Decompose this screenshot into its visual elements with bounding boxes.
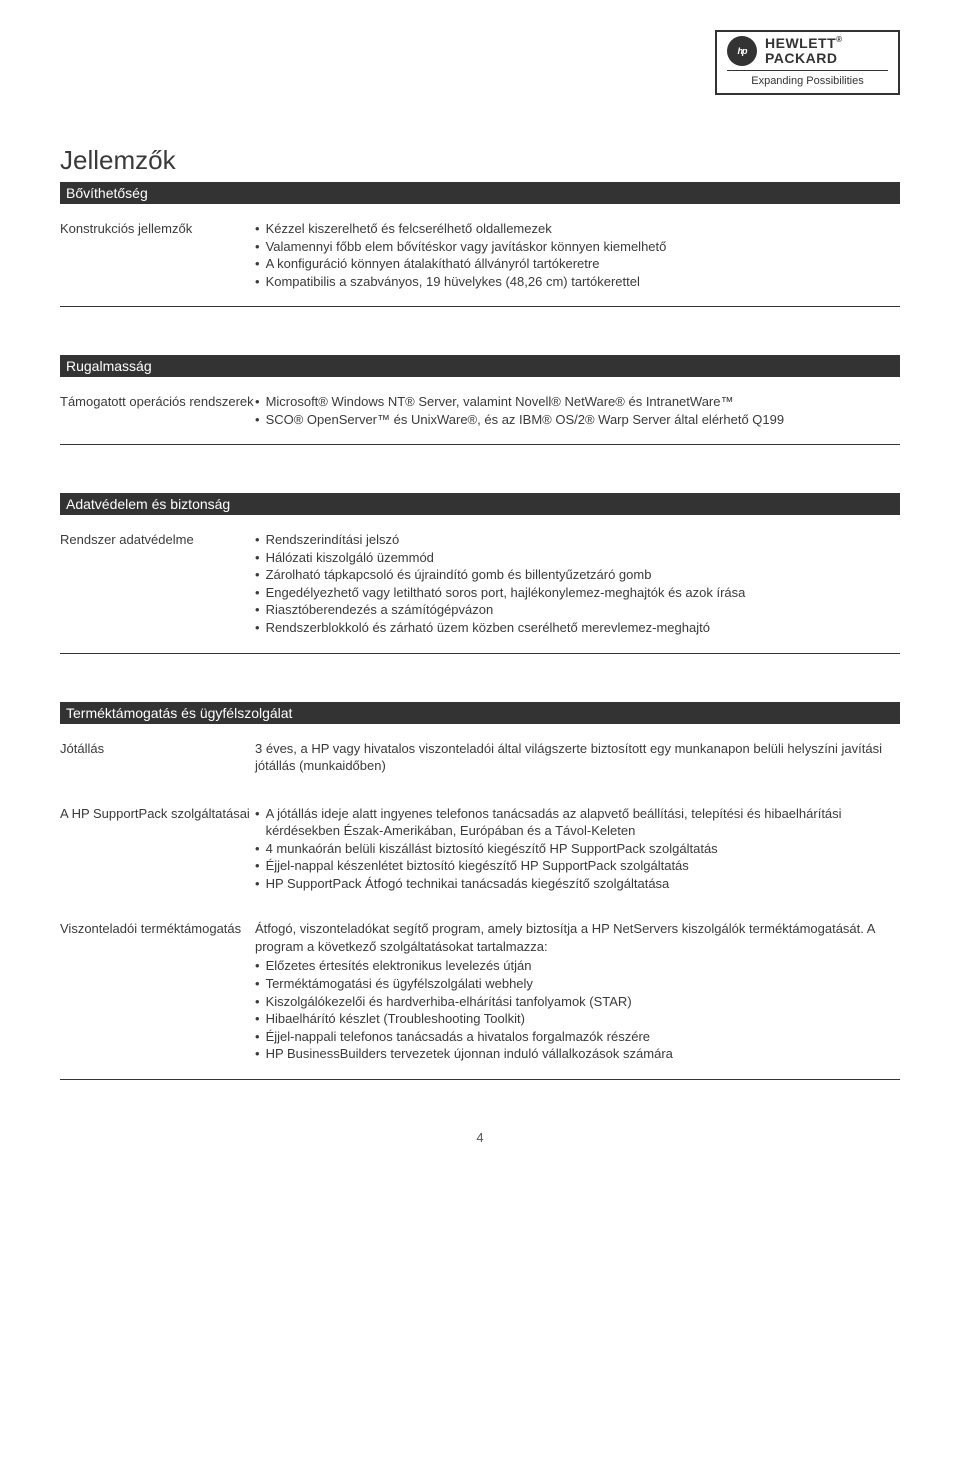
spec-bullet: 4 munkaórán belüli kiszállást biztosító …	[255, 840, 900, 858]
spec-value: 3 éves, a HP vagy hivatalos viszonteladó…	[255, 740, 900, 777]
spec-row: Jótállás3 éves, a HP vagy hivatalos visz…	[60, 734, 900, 793]
spec-bullet: Microsoft® Windows NT® Server, valamint …	[255, 393, 900, 411]
spec-bullet: A konfiguráció könnyen átalakítható állv…	[255, 255, 900, 273]
spec-label: Konstrukciós jellemzők	[60, 220, 255, 238]
spec-label: Viszonteladói terméktámogatás	[60, 920, 255, 938]
spec-value: A jótállás ideje alatt ingyenes telefono…	[255, 805, 900, 893]
spec-bullet: Riasztóberendezés a számítógépvázon	[255, 601, 900, 619]
spec-bullet: HP SupportPack Átfogó technikai tanácsad…	[255, 875, 900, 893]
spec-row: Viszonteladói terméktámogatásÁtfogó, vis…	[60, 914, 900, 1079]
spec-value: Átfogó, viszonteladókat segítő program, …	[255, 920, 900, 1062]
spec-label: A HP SupportPack szolgáltatásai	[60, 805, 255, 823]
spec-bullet: A jótállás ideje alatt ingyenes telefono…	[255, 805, 900, 840]
spec-label: Jótállás	[60, 740, 255, 758]
spec-row: Konstrukciós jellemzőkKézzel kiszerelhet…	[60, 214, 900, 307]
spec-bullet: Kiszolgálókezelői és hardverhiba-elhárít…	[255, 993, 900, 1011]
spec-value: Rendszerindítási jelszóHálózati kiszolgá…	[255, 531, 900, 636]
logo-area: hp HEWLETT® PACKARD Expanding Possibilit…	[60, 30, 900, 95]
spec-bullet: Rendszerindítási jelszó	[255, 531, 900, 549]
spec-bullet: Éjjel-nappal készenlétet biztosító kiegé…	[255, 857, 900, 875]
spec-bullet: HP BusinessBuilders tervezetek újonnan i…	[255, 1045, 900, 1063]
spec-row: Támogatott operációs rendszerekMicrosoft…	[60, 387, 900, 445]
spec-value: Microsoft® Windows NT® Server, valamint …	[255, 393, 900, 428]
page-title: Jellemzők	[60, 145, 900, 176]
spec-bullet: Kézzel kiszerelhető és felcserélhető old…	[255, 220, 900, 238]
spec-text: 3 éves, a HP vagy hivatalos viszonteladó…	[255, 740, 900, 775]
section-header: Rugalmasság	[60, 355, 900, 377]
brand-bottom: PACKARD	[765, 50, 837, 66]
spec-row: A HP SupportPack szolgáltatásaiA jótállá…	[60, 799, 900, 909]
spec-bullet: Rendszerblokkoló és zárható üzem közben …	[255, 619, 900, 637]
hp-circle-icon: hp	[727, 36, 757, 66]
section-header: Adatvédelem és biztonság	[60, 493, 900, 515]
spec-bullet: Hibaelhárító készlet (Troubleshooting To…	[255, 1010, 900, 1028]
spec-bullet: Engedélyezhető vagy letiltható soros por…	[255, 584, 900, 602]
spec-bullet: Hálózati kiszolgáló üzemmód	[255, 549, 900, 567]
spec-value: Kézzel kiszerelhető és felcserélhető old…	[255, 220, 900, 290]
spec-label: Támogatott operációs rendszerek	[60, 393, 255, 411]
spec-row: Rendszer adatvédelmeRendszerindítási jel…	[60, 525, 900, 653]
page-number: 4	[60, 1130, 900, 1145]
section-header: Terméktámogatás és ügyfélszolgálat	[60, 702, 900, 724]
spec-bullet: Előzetes értesítés elektronikus levelezé…	[255, 957, 900, 975]
section-header: Bővíthetőség	[60, 182, 900, 204]
brand-top: HEWLETT	[765, 35, 836, 51]
spec-bullet: SCO® OpenServer™ és UnixWare®, és az IBM…	[255, 411, 900, 429]
spec-bullet: Kompatibilis a szabványos, 19 hüvelykes …	[255, 273, 900, 291]
spec-bullet: Valamennyi főbb elem bővítéskor vagy jav…	[255, 238, 900, 256]
spec-bullet: Zárolható tápkapcsoló és újraindító gomb…	[255, 566, 900, 584]
page: hp HEWLETT® PACKARD Expanding Possibilit…	[0, 0, 960, 1185]
spec-bullet: Terméktámogatási és ügyfélszolgálati web…	[255, 975, 900, 993]
logo-tagline: Expanding Possibilities	[727, 75, 888, 87]
spec-text: Átfogó, viszonteladókat segítő program, …	[255, 920, 900, 955]
hp-logo: hp HEWLETT® PACKARD Expanding Possibilit…	[715, 30, 900, 95]
spec-bullet: Éjjel-nappali telefonos tanácsadás a hiv…	[255, 1028, 900, 1046]
spec-label: Rendszer adatvédelme	[60, 531, 255, 549]
